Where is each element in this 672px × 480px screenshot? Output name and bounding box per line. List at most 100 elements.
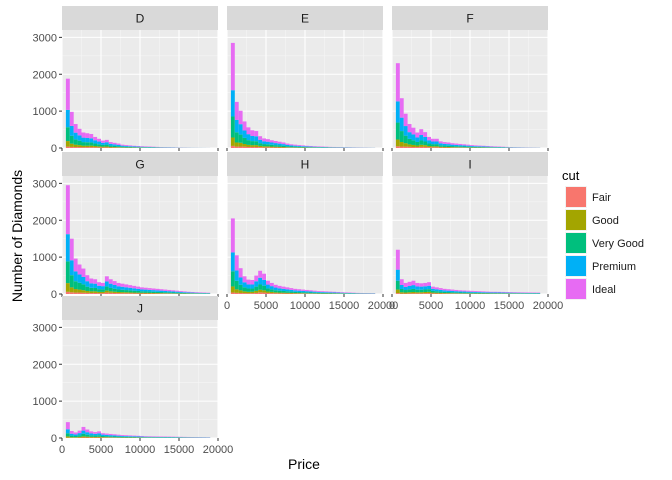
bar-segment-very-good <box>136 290 140 293</box>
bar-segment-ideal <box>438 288 443 290</box>
bar-segment-very-good <box>230 116 235 138</box>
bar-segment-premium <box>250 135 255 142</box>
x-tick-label: 10000 <box>125 444 156 456</box>
bar-segment-premium <box>458 291 463 293</box>
bar-segment-fair <box>411 293 416 294</box>
bar-segment-ideal <box>132 285 137 289</box>
bar-segment-ideal <box>431 286 435 289</box>
bar-segment-fair <box>230 145 235 148</box>
bar-segment-ideal <box>69 430 74 434</box>
bar-segment-ideal <box>316 291 321 292</box>
facet-strip-label: F <box>466 12 473 26</box>
y-tick-label: 1000 <box>33 106 57 118</box>
bar-segment-ideal <box>112 434 117 436</box>
bar-segment-premium <box>493 292 498 294</box>
bar-segment-ideal <box>458 143 463 146</box>
bar-segment-premium <box>69 260 74 276</box>
bar-segment-very-good <box>73 139 78 145</box>
bar-segment-ideal <box>301 289 305 291</box>
bar-segment-premium <box>167 291 172 293</box>
y-tick-label: 3000 <box>33 322 57 334</box>
bar-segment-ideal <box>262 138 266 142</box>
bar-segment-ideal <box>446 289 451 291</box>
bar-segment-premium <box>301 290 305 293</box>
bar-segment-fair <box>93 292 98 294</box>
bar-segment-good <box>442 146 447 148</box>
x-axis-title: Price <box>288 456 320 472</box>
bar-segment-very-good <box>485 293 490 294</box>
bar-segment-good <box>419 292 424 294</box>
bar-segment-premium <box>395 269 400 281</box>
bar-segment-good <box>415 292 420 294</box>
bar-segment-good <box>423 292 428 294</box>
bar-segment-ideal <box>266 280 270 285</box>
bar-segment-fair <box>85 147 90 148</box>
bar-segment-premium <box>466 145 470 147</box>
bar-segment-fair <box>277 147 282 148</box>
bar-segment-ideal <box>73 432 78 435</box>
bar-segment-ideal <box>442 288 447 291</box>
bar-segment-premium <box>407 285 412 290</box>
bar-segment-ideal <box>450 289 455 291</box>
bar-segment-premium <box>462 145 467 147</box>
bar-segment-ideal <box>403 282 408 287</box>
bar-segment-very-good <box>450 292 455 294</box>
bar-segment-very-good <box>116 289 121 293</box>
bar-segment-premium <box>403 126 408 136</box>
bar-segment-premium <box>186 292 191 294</box>
bar-segment-very-good <box>462 146 467 148</box>
bar-segment-premium <box>120 286 125 290</box>
bar-segment-good <box>81 436 86 438</box>
bar-segment-ideal <box>269 282 274 287</box>
bar-segment-ideal <box>411 280 416 286</box>
bar-segment-very-good <box>242 287 247 292</box>
bar-segment-very-good <box>159 292 164 294</box>
bar-segment-premium <box>258 139 263 144</box>
bar-segment-premium <box>423 286 428 290</box>
bar-segment-very-good <box>104 286 109 291</box>
bar-segment-fair <box>234 292 239 294</box>
bar-segment-very-good <box>419 140 424 145</box>
histogram-bars <box>395 63 541 148</box>
bar-segment-ideal <box>273 140 278 144</box>
bar-segment-ideal <box>85 275 90 282</box>
bar-segment-ideal <box>104 276 109 282</box>
y-tick-label: 2000 <box>33 359 57 371</box>
bar-segment-fair <box>403 146 408 148</box>
bar-segment-good <box>104 146 109 148</box>
bar-segment-very-good <box>458 292 463 294</box>
bar-segment-fair <box>246 293 251 294</box>
bar-segment-ideal <box>250 279 255 285</box>
bar-segment-ideal <box>277 141 282 144</box>
bar-segment-ideal <box>281 286 286 289</box>
bar-segment-fair <box>108 292 113 294</box>
bar-segment-premium <box>140 289 144 292</box>
bar-segment-premium <box>120 145 125 147</box>
bar-segment-ideal <box>324 291 329 293</box>
bar-segment-good <box>254 290 259 293</box>
bar-segment-ideal <box>336 291 341 293</box>
bar-segment-premium <box>431 288 435 291</box>
y-tick-label: 2000 <box>33 69 57 81</box>
bar-segment-good <box>431 146 435 148</box>
bar-segment-premium <box>116 435 121 437</box>
bar-segment-very-good <box>462 292 467 294</box>
bar-segment-ideal <box>332 291 337 293</box>
bar-segment-ideal <box>242 276 247 283</box>
bar-segment-fair <box>269 293 274 294</box>
y-tick-label: 3000 <box>33 178 57 190</box>
bar-segment-ideal <box>320 291 325 293</box>
bar-segment-very-good <box>93 287 98 292</box>
facet-strip-label: J <box>137 302 143 316</box>
bar-segment-premium <box>128 436 133 437</box>
bar-segment-fair <box>132 293 137 294</box>
bar-segment-very-good <box>305 147 309 148</box>
bar-segment-ideal <box>85 429 90 433</box>
bar-segment-ideal <box>246 279 251 285</box>
bar-segment-ideal <box>470 145 474 146</box>
bar-segment-premium <box>285 289 290 292</box>
x-tick-label: 20000 <box>203 444 234 456</box>
bar-segment-ideal <box>266 139 270 142</box>
bar-segment-fair <box>81 147 86 148</box>
bar-segment-ideal <box>285 143 290 145</box>
